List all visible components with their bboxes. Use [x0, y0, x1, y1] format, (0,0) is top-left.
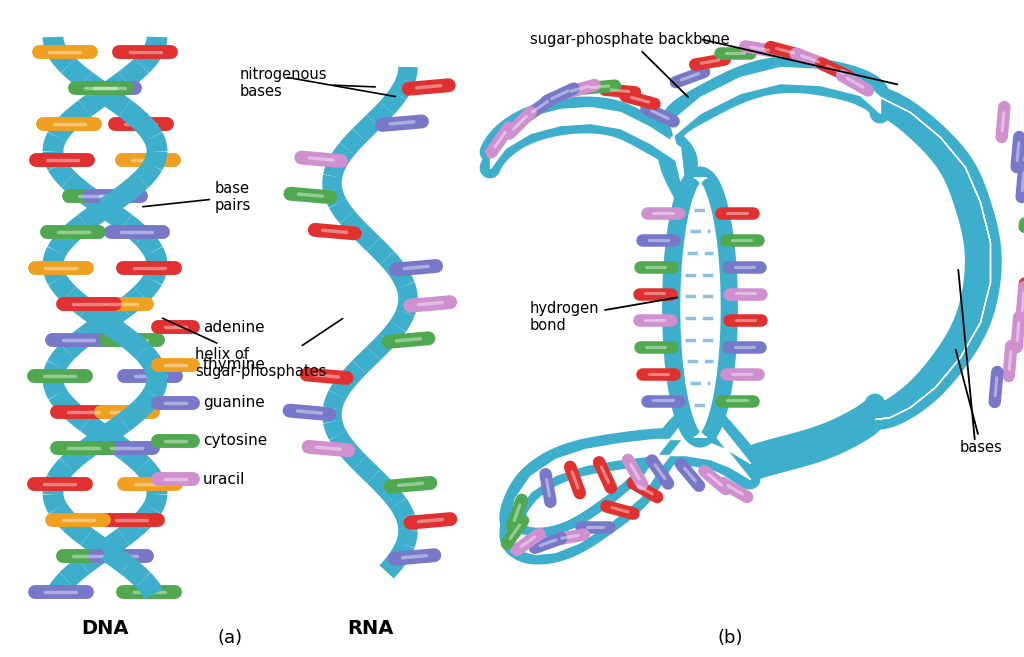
- Text: thymine: thymine: [203, 357, 266, 373]
- Text: base
pairs: base pairs: [142, 181, 251, 214]
- Text: helix of
sugar-phosphates: helix of sugar-phosphates: [163, 318, 327, 379]
- Text: uracil: uracil: [203, 472, 246, 486]
- Text: adenine: adenine: [203, 319, 264, 334]
- Text: bases: bases: [955, 350, 1002, 455]
- Text: cytosine: cytosine: [203, 434, 267, 449]
- Text: hydrogen
bond: hydrogen bond: [530, 298, 677, 333]
- Text: nitrogenous
bases: nitrogenous bases: [240, 67, 375, 99]
- Text: RNA: RNA: [347, 620, 393, 639]
- Text: (a): (a): [217, 629, 243, 647]
- Text: DNA: DNA: [81, 620, 129, 639]
- Text: (b): (b): [717, 629, 742, 647]
- Text: sugar-phosphate backbone: sugar-phosphate backbone: [530, 32, 730, 97]
- Text: guanine: guanine: [203, 396, 265, 411]
